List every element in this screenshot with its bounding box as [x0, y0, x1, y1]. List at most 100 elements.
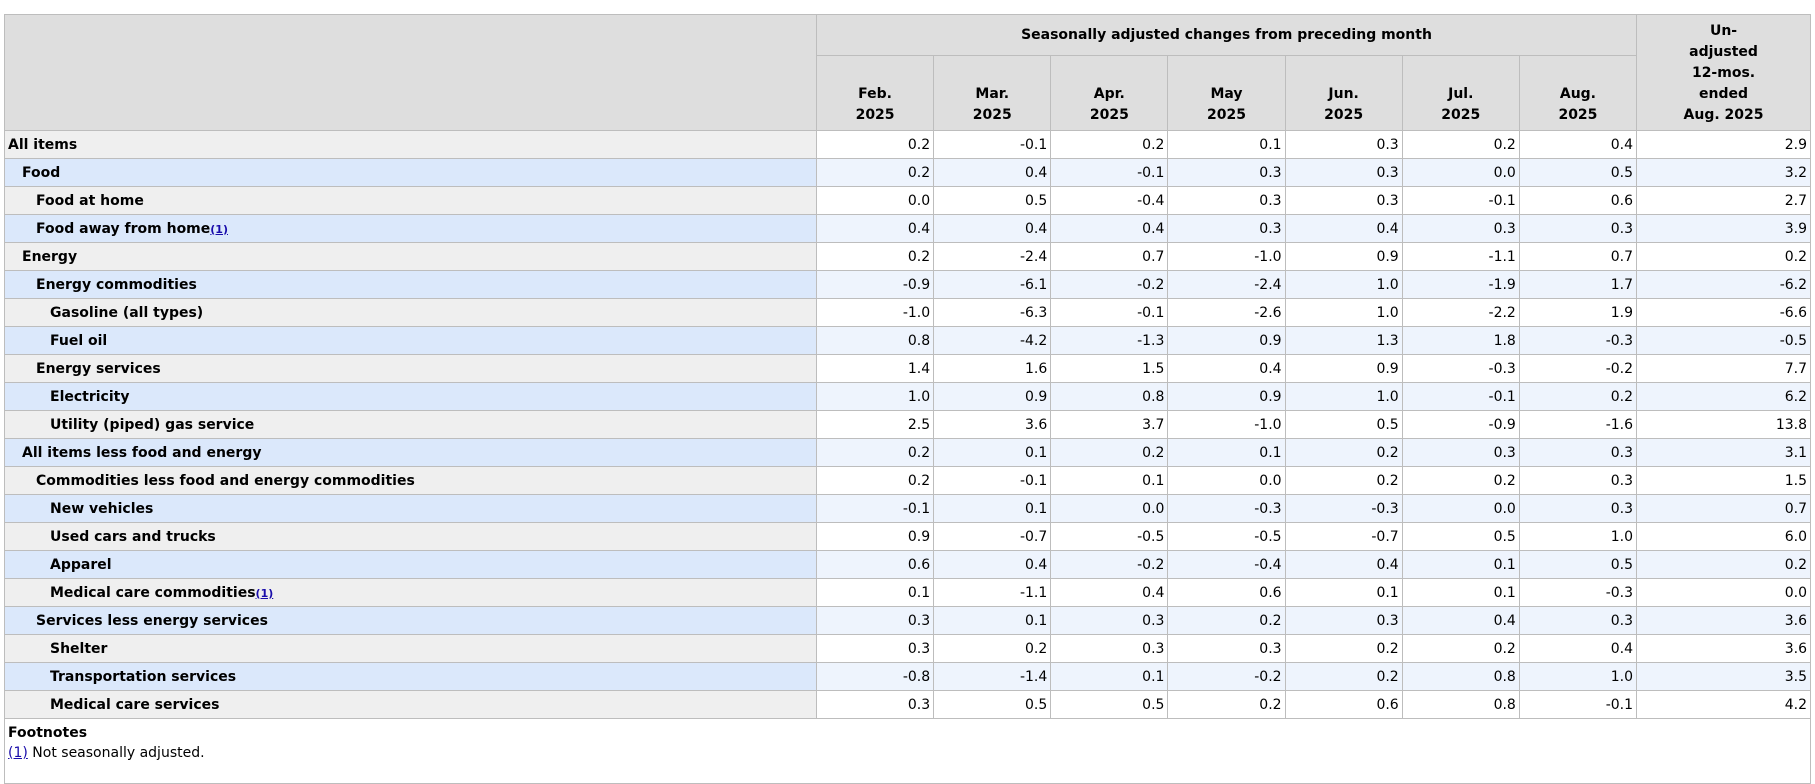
value-cell: 0.3	[1167, 214, 1286, 243]
value-cell: 0.2	[1284, 438, 1403, 467]
row-label: Transportation services	[4, 662, 817, 691]
value-cell: 0.3	[815, 606, 935, 635]
value-cell: 4.2	[1636, 690, 1812, 719]
value-cell: 0.9	[1167, 326, 1286, 355]
value-cell: 0.4	[1167, 354, 1286, 383]
value-cell: 0.3	[1167, 186, 1286, 215]
label-text: Food	[22, 164, 61, 181]
value-cell: 0.2	[1518, 382, 1638, 411]
cpi-table: Seasonally adjusted changes from precedi…	[3, 14, 1812, 784]
data-row: Food 0.2 0.4 -0.1 0.3 0.3 0.0 0.5 3.2	[4, 158, 1812, 187]
value-cell: 1.0	[1284, 382, 1403, 411]
header-line: adjusted	[1689, 44, 1758, 60]
value-cell: 0.2	[1167, 606, 1286, 635]
label-text: Apparel	[50, 556, 112, 573]
row-label: Electricity	[4, 382, 817, 411]
value-cell: 0.0	[1401, 494, 1520, 523]
month-header: Aug. 2025	[1518, 55, 1638, 131]
data-row: All items less food and energy 0.2 0.1 0.2 0…	[4, 438, 1812, 467]
value-cell: 0.6	[815, 550, 935, 579]
value-cell: -0.3	[1518, 326, 1638, 355]
value-cell: 1.0	[1518, 522, 1638, 551]
value-cell: 0.3	[1284, 186, 1403, 215]
value-cell: -0.5	[1167, 522, 1286, 551]
value-cell: -1.6	[1518, 410, 1638, 439]
value-cell: -0.3	[1167, 494, 1286, 523]
value-cell: 0.1	[1167, 438, 1286, 467]
value-cell: 0.7	[1518, 242, 1638, 271]
value-cell: -0.3	[1284, 494, 1403, 523]
footnote-ref[interactable]: (1)	[255, 586, 274, 600]
value-cell: -2.6	[1167, 298, 1286, 327]
value-cell: -0.2	[1050, 270, 1169, 299]
header-line: Jul.	[1448, 86, 1474, 102]
header-line: 2025	[1558, 107, 1598, 123]
label-text: New vehicles	[50, 500, 154, 517]
value-cell: -0.1	[1050, 298, 1169, 327]
label-text: Utility (piped) gas service	[50, 416, 255, 433]
label-text: Commodities less food and energy commodi…	[36, 472, 415, 489]
value-cell: -0.1	[933, 466, 1052, 495]
value-cell: 3.5	[1636, 662, 1812, 691]
data-row: Used cars and trucks 0.9 -0.7 -0.5 -0.5 -0.7 0…	[4, 522, 1812, 551]
label-text: Food at home	[36, 192, 144, 209]
row-label: Utility (piped) gas service	[4, 410, 817, 439]
data-row: Food away from home(1) 0.4 0.4 0.4 0.3 0.4 0.3…	[4, 214, 1812, 243]
header-line: Mar.	[975, 86, 1010, 102]
data-row: Medical care services 0.3 0.5 0.5 0.2 0.6 0.8-…	[4, 690, 1812, 719]
header-line: ended	[1699, 86, 1749, 102]
value-cell: 1.8	[1401, 326, 1520, 355]
row-label: Shelter	[4, 634, 817, 663]
data-row: Food at home 0.0 0.5 -0.4 0.3 0.3 -0.1 0.6 2.7	[4, 186, 1812, 215]
value-cell: 0.9	[815, 522, 935, 551]
data-row: Fuel oil 0.8 -4.2 -1.3 0.9 1.3 1.8 -0.3 -0.5	[4, 326, 1812, 355]
label-text: Energy	[22, 248, 78, 265]
row-label: Used cars and trucks	[4, 522, 817, 551]
value-cell: 3.9	[1636, 214, 1812, 243]
row-label: New vehicles	[4, 494, 817, 523]
value-cell: 2.5	[815, 410, 935, 439]
value-cell: 0.2	[1401, 130, 1520, 159]
header-line: 2025	[1207, 107, 1246, 123]
value-cell: 0.3	[1167, 634, 1286, 663]
row-label: Gasoline (all types)	[4, 298, 817, 327]
value-cell: -0.1	[1401, 382, 1520, 411]
value-cell: 0.3	[1401, 214, 1520, 243]
value-cell: -0.7	[1284, 522, 1403, 551]
value-cell: -2.2	[1401, 298, 1520, 327]
header-line: Jun.	[1328, 86, 1359, 102]
value-cell: 0.1	[933, 438, 1052, 467]
data-row: Medical care commodities(1) 0.1 -1.1 0.4 0.6…	[4, 578, 1812, 607]
row-label: Energy services	[4, 354, 817, 383]
value-cell: 0.2	[933, 634, 1052, 663]
header-row: Feb. 2025 Mar. 2025 Apr. 2025 May 2025 Jun. 2025 J…	[5, 55, 1811, 131]
value-cell: 2.9	[1636, 130, 1812, 159]
value-cell: 0.9	[933, 382, 1052, 411]
value-cell: -0.3	[1518, 578, 1638, 607]
value-cell: 0.5	[1401, 522, 1520, 551]
data-row: Energy 0.2 -2.4 0.7 -1.0 0.9 -1.1 0.7 0.2	[4, 242, 1812, 271]
data-row: Energy services 1.4 1.6 1.5 0.4 0.9 -0.3 -0.2 7.…	[4, 354, 1812, 383]
value-cell: 0.4	[1050, 578, 1169, 607]
footnote: (1) Not seasonally adjusted.	[8, 745, 1807, 761]
value-cell: 0.0	[1050, 494, 1169, 523]
value-cell: 0.9	[1284, 354, 1403, 383]
value-cell: 0.4	[933, 550, 1052, 579]
label-text: Shelter	[50, 640, 108, 657]
value-cell: 0.4	[1401, 606, 1520, 635]
value-cell: 0.2	[815, 130, 935, 159]
value-cell: 0.8	[1050, 382, 1169, 411]
footnote-ref[interactable]: (1)	[210, 222, 228, 236]
value-cell: 0.4	[1050, 214, 1169, 243]
header-line: May	[1210, 86, 1243, 102]
label-text: Fuel oil	[50, 332, 108, 349]
data-row: Services less energy services 0.3 0.1 0.3 0.…	[4, 606, 1812, 635]
data-row: Transportation services -0.8 -1.4 0.1 -0.2 0.…	[4, 662, 1812, 691]
group-header: Seasonally adjusted changes from precedi…	[815, 14, 1638, 56]
value-cell: 0.2	[1284, 634, 1403, 663]
footnote-marker[interactable]: (1)	[8, 745, 28, 761]
value-cell: 0.3	[1284, 130, 1403, 159]
header-line: 2025	[972, 107, 1012, 123]
value-cell: 0.0	[1401, 158, 1520, 187]
header-line: 2025	[1441, 107, 1481, 123]
